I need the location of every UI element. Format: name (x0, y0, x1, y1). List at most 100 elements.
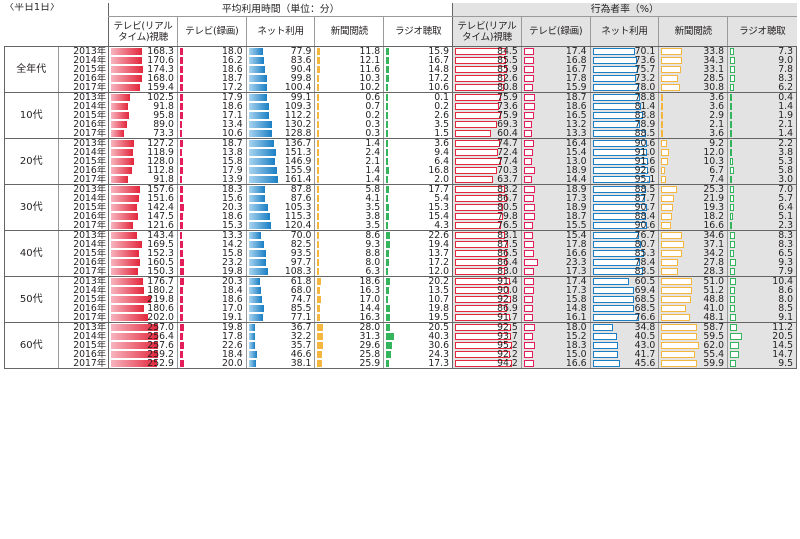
net-pct-cell: 91.0 (589, 148, 659, 157)
net-pct-value: 78.9 (634, 120, 656, 129)
newspaper-pct-cell: 41.0 (658, 304, 728, 313)
newspaper-pct-cell: 30.8 (658, 83, 728, 93)
newspaper-time-value: 1.4 (365, 166, 381, 175)
year-label: 2016年 (73, 166, 107, 175)
tv-rec-time-value: 19.1 (221, 313, 243, 323)
tv-live-time-cell: 89.0 (108, 120, 178, 129)
radio-pct-cell: 8.5 (727, 304, 797, 313)
tv-rec-pct-bar (523, 296, 534, 303)
radio-pct-cell: 8.6 (727, 286, 797, 295)
tv-live-time-value: 169.5 (147, 240, 174, 249)
newspaper-pct-value: 33.8 (703, 46, 725, 56)
newspaper-time-value: 2.1 (365, 157, 381, 166)
radio-time-value: 2.0 (434, 175, 450, 185)
tv-rec-time-value: 17.1 (221, 111, 243, 120)
tv-live-pct-bar (455, 324, 511, 331)
radio-pct-bar (730, 130, 733, 137)
net-time-value: 32.2 (290, 332, 312, 341)
tv-live-pct-value: 74.7 (497, 138, 518, 148)
tv-rec-pct-cell: 17.4 (520, 276, 591, 286)
radio-time-value: 17.7 (428, 184, 450, 194)
tv-rec-time-bar (179, 176, 183, 183)
tv-rec-pct-cell: 14.4 (520, 175, 591, 185)
tv-live-time-bar (111, 305, 144, 312)
tv-rec-pct-value: 16.4 (565, 138, 587, 148)
tv-rec-pct-bar (523, 259, 538, 266)
tv-rec-pct-value: 16.1 (565, 313, 587, 323)
newspaper-time-bar (317, 94, 319, 101)
net-pct-bar (592, 75, 637, 82)
newspaper-pct-value: 59.9 (703, 359, 725, 369)
tv-live-pct-bar (455, 149, 499, 156)
tv-rec-time-bar (179, 75, 184, 82)
year-label: 2013年 (73, 138, 107, 148)
tv-live-time-bar (111, 287, 144, 294)
tv-live-pct-cell: 85.9 (452, 65, 522, 74)
net-pct-cell: 76.6 (589, 313, 659, 323)
radio-time-bar (386, 121, 388, 128)
tv-rec-time-value: 13.4 (221, 120, 243, 129)
net-time-value: 36.7 (290, 322, 312, 332)
radio-time-bar (386, 241, 390, 248)
newspaper-time-value: 0.3 (365, 120, 381, 129)
net-pct-value: 68.5 (634, 304, 656, 313)
radio-time-bar (386, 75, 390, 82)
tv-rec-pct-cell: 17.4 (520, 46, 591, 56)
radio-time-cell: 40.3 (383, 332, 453, 341)
tv-rec-pct-cell: 18.9 (520, 184, 591, 194)
tv-live-pct-bar (455, 158, 502, 165)
newspaper-pct-cell: 7.4 (658, 175, 728, 185)
radio-time-cell: 10.6 (383, 83, 453, 93)
tv-rec-pct-value: 13.2 (565, 120, 587, 129)
net-time-bar (248, 103, 269, 110)
year-label: 2016年 (73, 304, 107, 313)
net-pct-bar (592, 268, 643, 275)
radio-time-value: 20.5 (428, 322, 450, 332)
newspaper-time-cell: 25.9 (314, 359, 384, 369)
year-label: 2015年 (73, 65, 107, 74)
tv-rec-time-cell: 15.6 (176, 194, 247, 203)
tv-live-time-bar (111, 360, 158, 367)
net-time-bar (248, 241, 264, 248)
tv-live-pct-cell: 76.5 (452, 221, 522, 231)
radio-time-cell: 13.5 (383, 286, 453, 295)
tv-live-pct-cell: 84.5 (452, 46, 522, 56)
newspaper-pct-cell: 48.1 (658, 313, 728, 323)
tv-rec-pct-cell: 18.6 (520, 102, 591, 111)
tv-rec-pct-bar (523, 167, 536, 174)
radio-pct-bar (730, 333, 743, 340)
net-time-value: 93.5 (290, 249, 312, 258)
tv-rec-pct-bar (523, 140, 534, 147)
tv-live-time-cell: 157.6 (108, 184, 178, 194)
tv-live-time-value: 160.5 (147, 258, 174, 267)
tv-rec-time-bar (179, 351, 184, 358)
tv-rec-time-value: 13.9 (221, 175, 243, 185)
table-row: 2014年 151.6 15.6 87.6 4.1 5.4 86.7 17.3 87.7 21.9… (5, 194, 797, 203)
radio-time-bar (386, 324, 390, 331)
newspaper-time-cell: 3.5 (314, 203, 384, 212)
radio-pct-bar (730, 149, 733, 156)
tv-live-pct-value: 75.9 (497, 111, 518, 120)
radio-time-cell: 2.6 (383, 111, 453, 120)
radio-time-value: 19.4 (428, 240, 450, 249)
newspaper-time-bar (317, 287, 321, 294)
net-time-bar (248, 333, 255, 340)
radio-pct-value: 8.0 (778, 295, 793, 304)
newspaper-time-cell: 16.3 (314, 313, 384, 323)
net-time-value: 151.3 (284, 148, 312, 157)
net-time-bar (248, 167, 278, 174)
newspaper-time-cell: 0.7 (314, 102, 384, 111)
radio-pct-bar (730, 360, 736, 367)
radio-pct-cell: 6.4 (727, 203, 797, 212)
net-pct-cell: 90.6 (589, 138, 659, 148)
radio-time-value: 22.6 (428, 230, 450, 240)
newspaper-pct-value: 48.8 (703, 295, 725, 304)
newspaper-time-bar (317, 149, 319, 156)
tv-rec-pct-bar (523, 195, 535, 202)
newspaper-time-bar (317, 314, 321, 321)
newspaper-time-cell: 3.5 (314, 221, 384, 231)
tv-rec-pct-bar (523, 241, 535, 248)
net-time-value: 77.9 (290, 46, 312, 56)
tv-live-time-cell: 174.3 (108, 65, 178, 74)
newspaper-time-cell: 17.0 (314, 295, 384, 304)
